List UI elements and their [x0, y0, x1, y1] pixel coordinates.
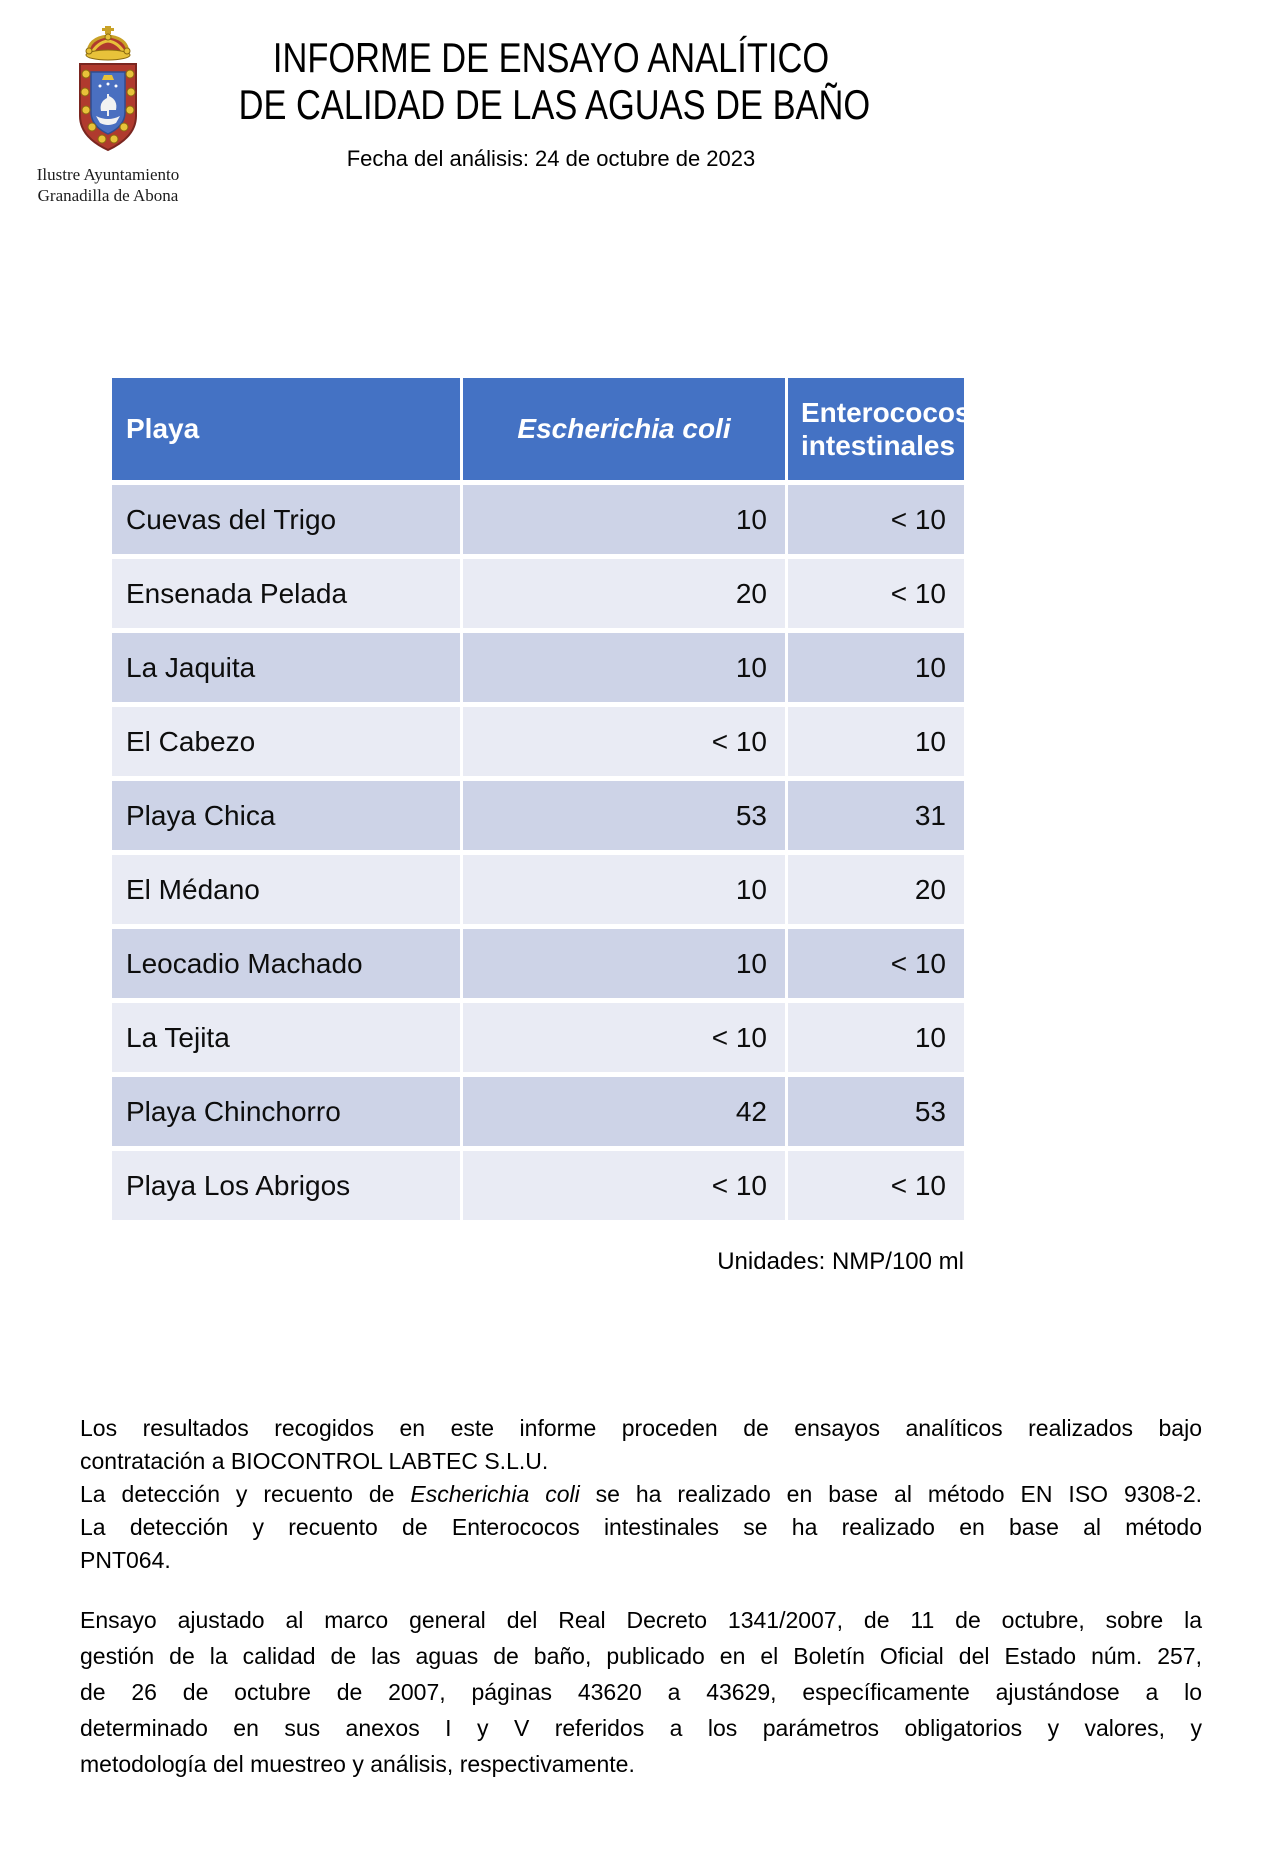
ecoli-value: 42	[463, 1077, 785, 1146]
municipality-logo: Ilustre Ayuntamiento Granadilla de Abona	[18, 24, 198, 206]
page-title-line1: INFORME DE ENSAYO ANALÍTICO	[272, 34, 830, 81]
coat-of-arms-icon	[79, 26, 137, 152]
report-header: INFORME DE ENSAYO ANALÍTICO DE CALIDAD D…	[170, 34, 932, 172]
ecoli-value: 10	[463, 855, 785, 924]
bezants	[80, 69, 136, 144]
entero-value: 10	[788, 707, 964, 776]
note-line: Ensayo ajustado al marco general del Rea…	[80, 1607, 1202, 1633]
header-playa: Playa	[112, 378, 460, 480]
note-line: Los resultados recogidos en este informe…	[80, 1415, 1202, 1441]
table-row: Playa Chinchorro 42 53	[112, 1077, 964, 1146]
beach-name: Playa Chica	[112, 781, 460, 850]
entero-value: 10	[788, 633, 964, 702]
beach-name: El Cabezo	[112, 707, 460, 776]
table-row: El Cabezo < 10 10	[112, 707, 964, 776]
entero-value: < 10	[788, 559, 964, 628]
note-line: gestión de la calidad de las aguas de ba…	[80, 1643, 1202, 1669]
table-row: La Tejita < 10 10	[112, 1003, 964, 1072]
header-escherichia-coli: Escherichia coli	[463, 378, 785, 480]
note-line: La detección y recuento de Enterococos i…	[80, 1514, 1202, 1540]
entero-value: < 10	[788, 929, 964, 998]
analysis-date: Fecha del análisis: 24 de octubre de 202…	[346, 146, 756, 171]
table-row: Leocadio Machado 10 < 10	[112, 929, 964, 998]
beach-name: La Tejita	[112, 1003, 460, 1072]
entero-value: < 10	[788, 1151, 964, 1220]
entero-value: 53	[788, 1077, 964, 1146]
note-line: PNT064.	[80, 1547, 171, 1573]
beach-name: Playa Los Abrigos	[112, 1151, 460, 1220]
ecoli-value: < 10	[463, 707, 785, 776]
entero-value: 31	[788, 781, 964, 850]
beach-name: Ensenada Pelada	[112, 559, 460, 628]
beach-name: Playa Chinchorro	[112, 1077, 460, 1146]
table-row: Playa Los Abrigos < 10 < 10	[112, 1151, 964, 1220]
org-name-line1: Ilustre Ayuntamiento	[36, 165, 180, 184]
methodology-notes: Los resultados recogidos en este informe…	[80, 1412, 1202, 1577]
table-row: Cuevas del Trigo 10 < 10	[112, 485, 964, 554]
ecoli-value: 10	[463, 633, 785, 702]
entero-value: 10	[788, 1003, 964, 1072]
results-table: Playa Escherichia coli Enterococos intes…	[112, 378, 971, 1225]
note-text: La detección y recuento de	[80, 1481, 411, 1507]
units-note: Unidades: NMP/100 ml	[717, 1248, 964, 1275]
org-name-line2: Granadilla de Abona	[37, 186, 179, 205]
table-row: Playa Chica 53 31	[112, 781, 964, 850]
note-line: determinado en sus anexos I y V referido…	[80, 1715, 1202, 1741]
note-text-italic: Escherichia coli	[410, 1481, 580, 1507]
ecoli-value: 10	[463, 929, 785, 998]
ecoli-value: 53	[463, 781, 785, 850]
beach-name: Cuevas del Trigo	[112, 485, 460, 554]
table-row: La Jaquita 10 10	[112, 633, 964, 702]
table-header-row: Playa Escherichia coli Enterococos intes…	[112, 378, 971, 480]
shield-icon	[79, 63, 137, 152]
entero-value: 20	[788, 855, 964, 924]
ecoli-value: < 10	[463, 1003, 785, 1072]
header-enterococos: Enterococos intestinales	[788, 378, 971, 480]
beach-name: La Jaquita	[112, 633, 460, 702]
ecoli-value: 10	[463, 485, 785, 554]
note-line: metodología del muestreo y análisis, res…	[80, 1751, 635, 1777]
note-line: de 26 de octubre de 2007, páginas 43620 …	[80, 1679, 1202, 1705]
note-text: se ha realizado en base al método EN ISO…	[579, 1481, 1202, 1507]
ship-icon	[96, 94, 120, 125]
beach-name: El Médano	[112, 855, 460, 924]
note-line: La detección y recuento de Escherichia c…	[80, 1478, 1202, 1511]
ecoli-value: 20	[463, 559, 785, 628]
page-title-line2: DE CALIDAD DE LAS AGUAS DE BAÑO	[238, 81, 871, 128]
table-row: Ensenada Pelada 20 < 10	[112, 559, 964, 628]
crown-icon	[85, 26, 131, 61]
note-line: contratación a BIOCONTROL LABTEC S.L.U.	[80, 1448, 549, 1474]
legal-framework-note: Ensayo ajustado al marco general del Rea…	[80, 1602, 1202, 1782]
table-row: El Médano 10 20	[112, 855, 964, 924]
entero-value: < 10	[788, 485, 964, 554]
ecoli-value: < 10	[463, 1151, 785, 1220]
beach-name: Leocadio Machado	[112, 929, 460, 998]
